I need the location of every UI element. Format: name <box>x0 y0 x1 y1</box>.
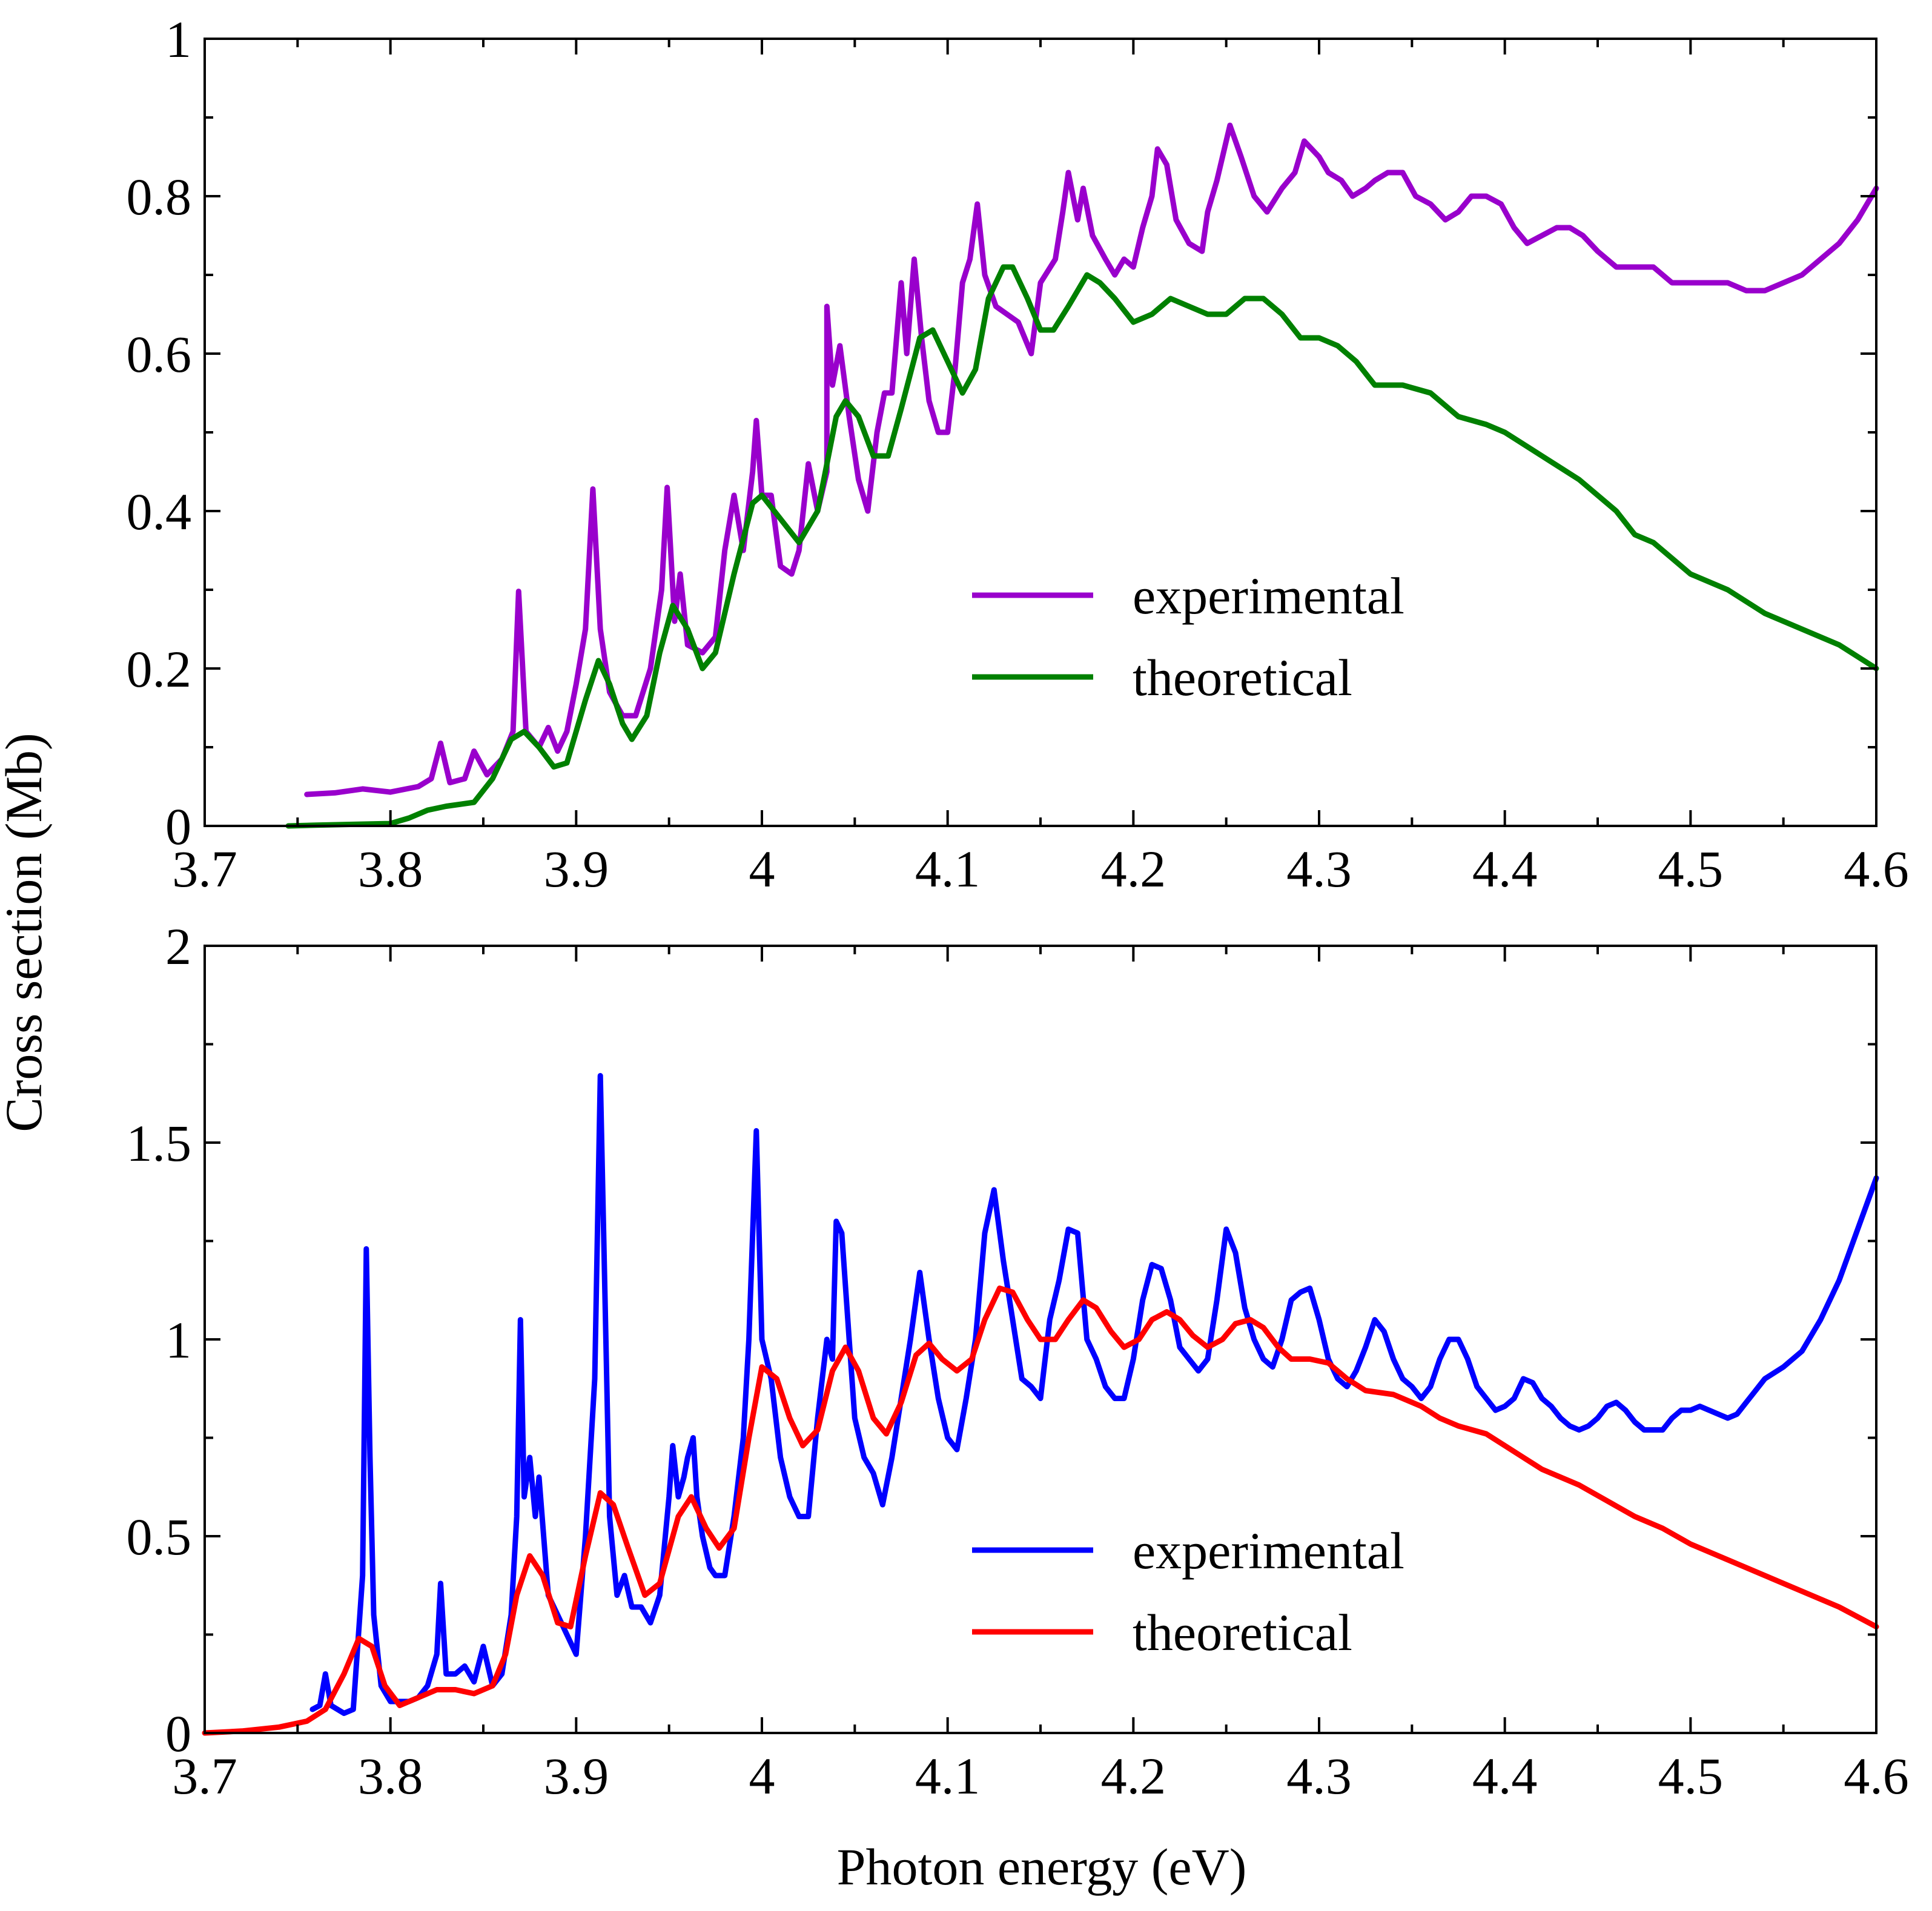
bottom-x-tick-label: 3.7 <box>172 1747 237 1805</box>
top-series-layer <box>285 122 1879 829</box>
bottom-y-tick-label: 0 <box>165 1705 191 1763</box>
bottom-y-tick-label: 1 <box>165 1311 191 1369</box>
top-y-tick-label: 0.4 <box>127 483 192 541</box>
bottom-y-tick-label: 2 <box>165 917 191 975</box>
bottom-legend: experimental theoretical <box>972 1522 1404 1662</box>
top-y-tick-label: 0 <box>165 797 191 856</box>
bottom-legend-theoretical-label: theoretical <box>1133 1603 1352 1662</box>
x-axis-title: Photon energy (eV) <box>837 1838 1247 1896</box>
top-legend-experimental-label: experimental <box>1133 567 1404 625</box>
top-legend: experimental theoretical <box>972 567 1404 707</box>
top-x-tick-label: 4.4 <box>1472 840 1538 898</box>
bottom-x-tick-label: 4.1 <box>915 1747 981 1805</box>
bottom-ticks <box>203 945 1877 1734</box>
top-panel: 3.7 3.8 3.9 4 4.1 4.2 4.3 4.4 4.5 4.6 0 0.2 0.4 0.6 0.… <box>127 10 1909 898</box>
bottom-legend-experimental-label: experimental <box>1133 1522 1404 1580</box>
bottom-x-tick-label: 4.4 <box>1472 1747 1538 1805</box>
bottom-y-tick-label: 1.5 <box>127 1114 192 1172</box>
bottom-x-tick-label: 3.8 <box>358 1747 423 1805</box>
bottom-series-experimental <box>309 1073 1879 1716</box>
top-y-tick-label: 0.6 <box>127 325 192 383</box>
top-legend-theoretical-label: theoretical <box>1133 649 1352 707</box>
top-x-tick-label: 4.3 <box>1286 840 1352 898</box>
top-y-tick-label: 0.2 <box>127 640 192 698</box>
bottom-x-tick-label: 4.3 <box>1286 1747 1352 1805</box>
top-y-tick-label: 1 <box>165 10 191 68</box>
top-x-tick-label: 4 <box>749 840 775 898</box>
top-x-tick-label: 3.9 <box>544 840 609 898</box>
top-x-tick-label: 4.2 <box>1101 840 1166 898</box>
bottom-y-tick-label: 0.5 <box>127 1508 192 1566</box>
top-x-tick-label: 3.7 <box>172 840 237 898</box>
bottom-x-tick-label: 4.5 <box>1658 1747 1724 1805</box>
bottom-x-tick-label: 4 <box>749 1747 775 1805</box>
top-x-tick-label: 4.6 <box>1844 840 1909 898</box>
bottom-series-theoretical <box>202 1286 1879 1736</box>
top-x-tick-label: 3.8 <box>358 840 423 898</box>
bottom-x-tick-label: 3.9 <box>544 1747 609 1805</box>
top-tick-labels: 3.7 3.8 3.9 4 4.1 4.2 4.3 4.4 4.5 4.6 0 0.2 0.4 0.6 0.… <box>127 10 1909 898</box>
bottom-tick-labels: 3.7 3.8 3.9 4 4.1 4.2 4.3 4.4 4.5 4.6 0 0.5 1 1.5 2 <box>127 917 1909 1805</box>
top-x-tick-label: 4.5 <box>1658 840 1724 898</box>
bottom-panel: 3.7 3.8 3.9 4 4.1 4.2 4.3 4.4 4.5 4.6 0 0.5 1 1.5 2 ex… <box>127 917 1909 1805</box>
top-series-theoretical <box>285 264 1879 829</box>
top-x-tick-label: 4.1 <box>915 840 981 898</box>
y-axis-title: Cross section (Mb) <box>0 733 53 1132</box>
bottom-x-tick-label: 4.6 <box>1844 1747 1909 1805</box>
bottom-x-tick-label: 4.2 <box>1101 1747 1166 1805</box>
bottom-series-layer <box>202 1073 1879 1736</box>
top-ticks <box>203 38 1877 827</box>
top-y-tick-label: 0.8 <box>127 168 192 226</box>
